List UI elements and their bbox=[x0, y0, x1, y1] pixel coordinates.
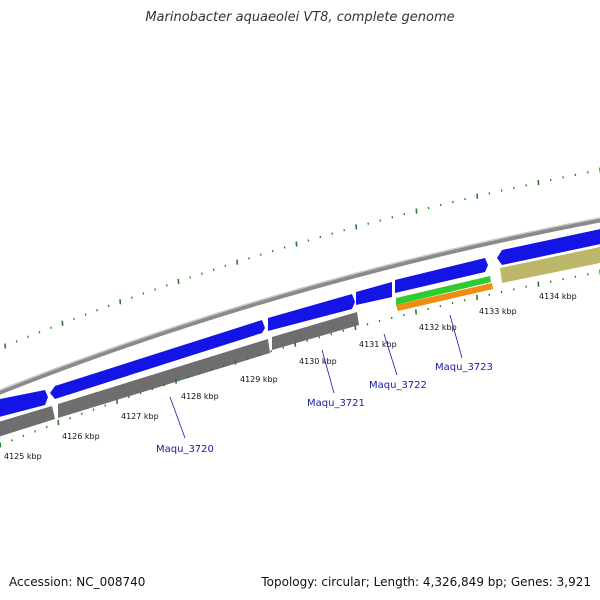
gene-reverse[interactable] bbox=[0, 406, 55, 438]
leader-line bbox=[169, 396, 186, 439]
feature-khaki[interactable] bbox=[500, 246, 600, 283]
feature-green[interactable] bbox=[396, 276, 491, 305]
kbp-label: 4134 kbp bbox=[539, 292, 577, 301]
outer-tick-arc bbox=[4, 167, 600, 349]
map-title: Marinobacter aquaeolei VT8, complete gen… bbox=[145, 10, 455, 25]
genome-backbone-highlight bbox=[0, 217, 600, 391]
kbp-label: 4131 kbp bbox=[359, 340, 397, 349]
kbp-label: 4133 kbp bbox=[479, 307, 517, 316]
gene-reverse[interactable] bbox=[272, 312, 359, 350]
forward-genes bbox=[0, 228, 600, 418]
gene-forward[interactable] bbox=[50, 320, 265, 399]
kbp-label: 4125 kbp bbox=[4, 452, 42, 461]
kbp-label: 4128 kbp bbox=[181, 392, 219, 401]
kbp-label: 4130 kbp bbox=[299, 357, 337, 366]
gene-label-maqu-3723[interactable]: Maqu_3723 bbox=[435, 362, 493, 373]
gene-leader-lines bbox=[169, 314, 463, 439]
accession-text: Accession: NC_008740 bbox=[9, 575, 146, 589]
gene-label-maqu-3721[interactable]: Maqu_3721 bbox=[307, 398, 365, 409]
leader-line bbox=[321, 349, 335, 394]
feature-orange[interactable] bbox=[396, 283, 493, 311]
gene-forward[interactable] bbox=[497, 228, 600, 265]
gene-forward[interactable] bbox=[0, 390, 48, 418]
gene-label-maqu-3722[interactable]: Maqu_3722 bbox=[369, 380, 427, 391]
kbp-label: 4129 kbp bbox=[240, 375, 278, 384]
reverse-genes bbox=[0, 312, 359, 438]
gene-forward[interactable] bbox=[268, 294, 355, 331]
gene-label-maqu-3720[interactable]: Maqu_3720 bbox=[156, 444, 214, 455]
inner-tick-arc bbox=[0, 269, 600, 448]
gene-forward[interactable] bbox=[356, 282, 392, 305]
leader-line bbox=[449, 314, 463, 359]
kbp-label: 4126 kbp bbox=[62, 432, 100, 441]
kbp-label: 4127 kbp bbox=[121, 412, 159, 421]
genome-backbone bbox=[0, 217, 600, 395]
gene-forward[interactable] bbox=[395, 258, 488, 293]
gene-labels: Maqu_3720 Maqu_3721 Maqu_3722 Maqu_3723 bbox=[156, 362, 493, 455]
gene-reverse[interactable] bbox=[58, 339, 270, 418]
kbp-labels: 4125 kbp 4126 kbp 4127 kbp 4128 kbp 4129… bbox=[4, 292, 577, 461]
kbp-label: 4132 kbp bbox=[419, 323, 457, 332]
topology-info-text: Topology: circular; Length: 4,326,849 bp… bbox=[261, 575, 591, 589]
leader-line bbox=[383, 333, 398, 376]
